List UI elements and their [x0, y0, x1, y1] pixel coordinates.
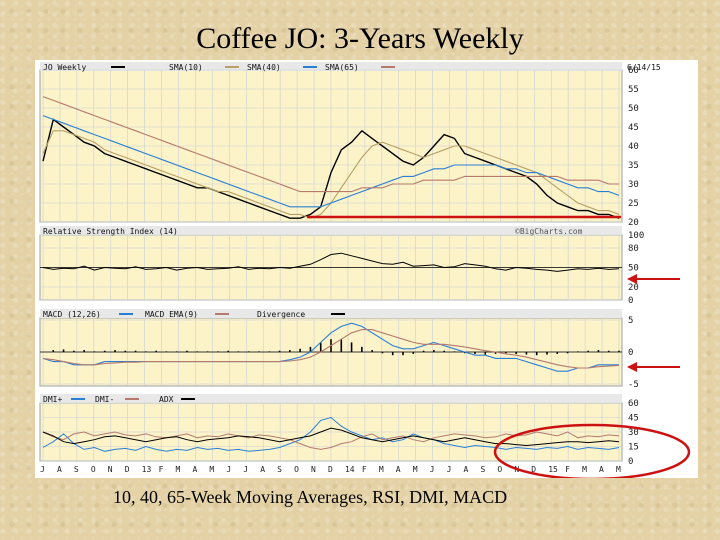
rsi-arrow — [627, 274, 680, 284]
x-axis-label: M — [582, 465, 587, 474]
macd-tick-label: 5 — [628, 316, 633, 326]
x-axis-label: F — [362, 465, 367, 474]
x-axis-label: M — [616, 465, 621, 474]
price-date-label: 6/14/15 — [627, 63, 661, 72]
x-axis-label: M — [413, 465, 418, 474]
x-axis-label: 13 — [142, 465, 152, 474]
price-panel-title: JO Weekly — [43, 63, 87, 72]
price-tick-label: 45 — [628, 123, 639, 133]
x-axis-label: D — [531, 465, 536, 474]
chart-svg: J A S O N D 13 F M A M J J A S O N D 14 F M A M J J A S O N D 15 F M A M60… — [35, 60, 698, 481]
price-tick-label: 35 — [628, 161, 639, 171]
legend-sma40: SMA(40) — [247, 63, 281, 72]
price-tick-label: 30 — [628, 180, 639, 190]
price-header-strip — [40, 62, 622, 71]
macd-legend: MACD EMA(9) Divergence — [119, 310, 345, 319]
dmi-tick-label: 30 — [628, 428, 639, 438]
price-tick-label: 50 — [628, 104, 639, 114]
x-axis-label: J — [430, 465, 435, 474]
dmi-plus-line — [42, 416, 620, 452]
x-axis-label: S — [480, 465, 485, 474]
legend-macd-ema: MACD EMA(9) — [145, 310, 198, 319]
price-tick-label: 20 — [628, 218, 639, 228]
x-axis-label: 15 — [548, 465, 558, 474]
price-line — [42, 118, 620, 219]
x-axis-label: A — [599, 465, 604, 474]
x-axis-label: F — [159, 465, 164, 474]
dmi-tick-label: 0 — [628, 457, 633, 467]
rsi-line — [42, 252, 620, 272]
x-axis-label: J — [243, 465, 248, 474]
dmi-tick-label: 60 — [628, 399, 639, 409]
x-axis-label: J — [226, 465, 231, 474]
price-tick-label: 55 — [628, 85, 639, 95]
x-axis-label: D — [125, 465, 130, 474]
rsi-tick-label: 0 — [628, 296, 633, 306]
x-axis-label: M — [209, 465, 214, 474]
x-axis-label: A — [464, 465, 469, 474]
rsi-tick-label: 50 — [628, 264, 639, 274]
rsi-tick-label: 20 — [628, 283, 639, 293]
x-axis-label: A — [260, 465, 265, 474]
labels-layer: J A S O N D 13 F M A M J J A S O N D 14 F M A M J J A S O N D 15 F M A M60… — [40, 66, 644, 474]
macd-panel-title: MACD (12,26) — [43, 310, 101, 319]
chart-panel: J A S O N D 13 F M A M J J A S O N D 14 F M A M J J A S O N D 15 F M A M 60… — [35, 60, 698, 481]
price-legend: SMA(10) SMA(40) SMA(65) — [111, 63, 395, 72]
price-tick-label: 40 — [628, 142, 639, 152]
legend-divergence: Divergence — [257, 310, 305, 319]
sma40-line — [42, 115, 620, 208]
x-axis-label: S — [277, 465, 282, 474]
adx-line — [42, 427, 620, 447]
sma65-line — [42, 96, 619, 193]
dmi-tick-label: 45 — [628, 414, 639, 424]
dmi-tick-label: 15 — [628, 443, 639, 453]
macd-arrow — [627, 362, 680, 372]
x-axis-label: O — [91, 465, 96, 474]
x-axis-label: O — [294, 465, 299, 474]
x-axis-label: M — [176, 465, 181, 474]
x-axis-label: F — [565, 465, 570, 474]
dmi-header-strip — [40, 394, 622, 403]
x-axis-label: 14 — [345, 465, 355, 474]
x-axis-label: A — [192, 465, 197, 474]
rsi-watermark: ©BigCharts.com — [515, 227, 583, 236]
legend-dmi-minus: DMI- — [95, 395, 114, 404]
macd-ema-line — [42, 329, 620, 369]
x-axis-label: J — [40, 465, 45, 474]
dmi-legend: DMI- ADX — [71, 395, 195, 404]
x-axis-label: A — [57, 465, 62, 474]
legend-sma10: SMA(10) — [169, 63, 203, 72]
dmi-minus-line — [42, 431, 620, 450]
rsi-tick-label: 100 — [628, 231, 644, 241]
rsi-panel-title: Relative Strength Index (14) — [43, 227, 178, 236]
x-axis-label: A — [396, 465, 401, 474]
price-tick-label: 60 — [628, 66, 639, 76]
rsi-header-strip — [40, 226, 622, 235]
macd-tick-label: -5 — [628, 380, 639, 390]
legend-sma65: SMA(65) — [325, 63, 359, 72]
series-layer — [40, 96, 622, 452]
slide-caption: 10, 40, 65-Week Moving Averages, RSI, DM… — [113, 487, 508, 507]
macd-tick-label: 0 — [628, 348, 633, 358]
x-axis-label: N — [311, 465, 316, 474]
slide-title: Coffee JO: 3-Years Weekly — [196, 22, 524, 55]
x-axis-label: O — [497, 465, 502, 474]
x-axis-label: N — [108, 465, 113, 474]
x-axis-label: M — [379, 465, 384, 474]
x-axis-label: J — [447, 465, 452, 474]
x-axis-label: S — [74, 465, 79, 474]
rsi-tick-label: 80 — [628, 244, 639, 254]
x-axis-label: D — [328, 465, 333, 474]
price-tick-label: 25 — [628, 199, 639, 209]
dmi-panel-title: DMI+ — [43, 395, 62, 404]
legend-adx: ADX — [159, 395, 174, 404]
